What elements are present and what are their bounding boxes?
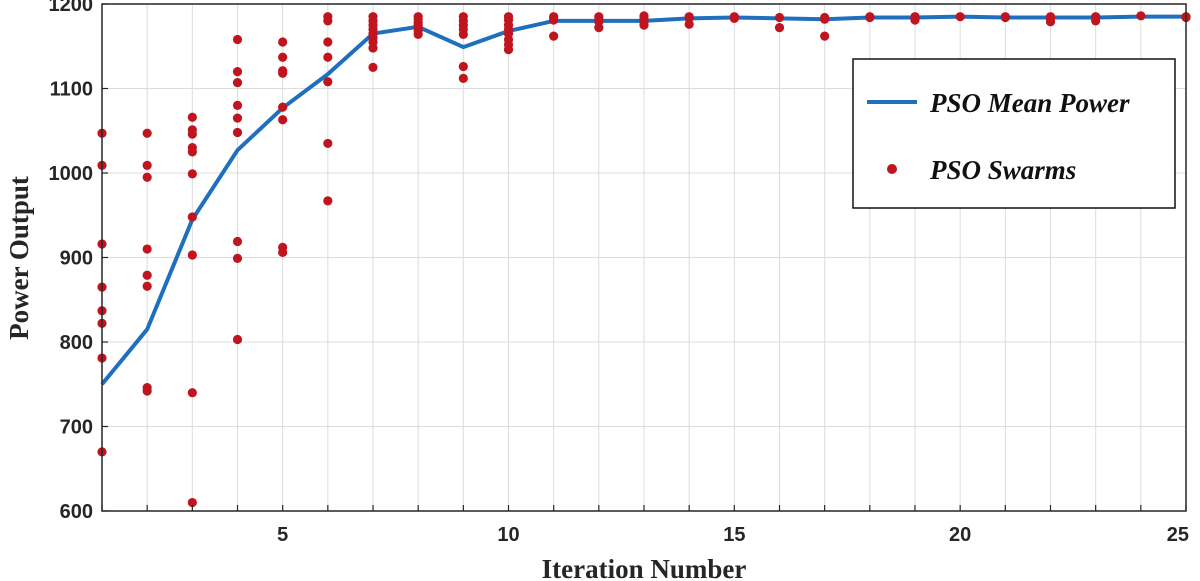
x-axis-ticks: 5 10 15 20 25 (101, 505, 1189, 546)
legend-label-swarms: PSO Swarms (929, 155, 1076, 185)
swarm-point (187, 147, 197, 157)
y-tick-label: 1000 (49, 163, 94, 185)
swarm-point (549, 15, 559, 25)
swarm-point (910, 15, 920, 25)
x-tick-label: 10 (497, 524, 519, 546)
swarm-point (278, 37, 288, 47)
swarm-point (187, 112, 197, 122)
swarm-point (142, 386, 152, 396)
swarm-point (323, 16, 333, 26)
swarm-point (820, 14, 830, 24)
swarm-point (142, 128, 152, 138)
swarm-point (187, 129, 197, 139)
swarm-point (503, 45, 514, 55)
swarm-point (187, 250, 197, 260)
swarm-point (323, 37, 333, 47)
swarm-point (187, 169, 197, 179)
swarm-point (278, 247, 288, 258)
swarm-point (865, 12, 875, 23)
swarm-point (458, 73, 468, 83)
swarm-point (232, 253, 243, 263)
swarm-point (278, 68, 288, 78)
y-tick-label: 1100 (50, 79, 93, 101)
swarm-point (1091, 16, 1101, 26)
x-tick-label: 15 (723, 524, 745, 546)
swarm-point (774, 12, 785, 23)
swarm-point (458, 29, 468, 40)
swarm-point (1136, 11, 1146, 21)
x-tick-label: 5 (277, 524, 288, 546)
swarm-point (232, 334, 243, 345)
swarm-point (232, 236, 243, 247)
grid-lines (102, 4, 1186, 511)
x-tick-label: 20 (949, 524, 971, 546)
y-tick-label: 600 (60, 501, 93, 523)
swarm-point (142, 270, 152, 280)
swarm-point (820, 31, 830, 41)
y-axis-label: Power Output (4, 176, 34, 340)
swarm-point (368, 62, 378, 72)
swarm-point (187, 212, 197, 222)
swarm-point (774, 23, 785, 33)
swarm-point (413, 29, 423, 40)
legend-box (852, 58, 1176, 209)
swarm-point (232, 100, 243, 110)
swarm-point (594, 23, 604, 33)
swarm-point (458, 61, 468, 72)
swarm-point (368, 43, 378, 53)
legend-label-mean-power: PSO Mean Power (929, 88, 1130, 118)
swarm-point (187, 497, 197, 508)
y-tick-label: 1200 (49, 0, 94, 16)
swarm-point (142, 244, 152, 254)
y-tick-label: 800 (60, 332, 93, 354)
swarm-point (278, 115, 288, 125)
swarm-point (323, 196, 333, 206)
swarm-point (549, 31, 559, 41)
swarm-point (278, 102, 288, 112)
swarm-point (323, 52, 333, 62)
y-tick-label: 700 (60, 417, 93, 439)
swarm-point (1045, 17, 1056, 27)
legend: PSO Mean Power PSO Swarms (852, 58, 1176, 209)
swarm-point (1000, 12, 1010, 23)
legend-marker-swatch (887, 164, 897, 174)
swarm-point (323, 77, 333, 87)
swarm-point (232, 127, 243, 138)
swarm-point (142, 172, 152, 182)
x-axis-label: Iteration Number (542, 554, 747, 581)
swarm-point (323, 138, 333, 149)
swarm-point (684, 19, 694, 29)
swarm-point (142, 160, 152, 170)
swarm-point (232, 67, 243, 77)
x-tick-label: 25 (1167, 524, 1189, 546)
swarm-point (187, 388, 197, 398)
swarm-point (232, 113, 243, 123)
y-axis-ticks: 600 700 800 900 1000 1100 1200 (49, 0, 108, 523)
swarm-points (97, 11, 1191, 508)
swarm-point (142, 281, 152, 291)
swarm-point (232, 77, 243, 88)
swarm-point (278, 52, 288, 62)
swarm-point (639, 20, 649, 30)
swarm-point (232, 34, 243, 45)
swarm-point (729, 13, 739, 23)
swarm-point (955, 12, 965, 22)
y-tick-label: 900 (60, 248, 93, 270)
